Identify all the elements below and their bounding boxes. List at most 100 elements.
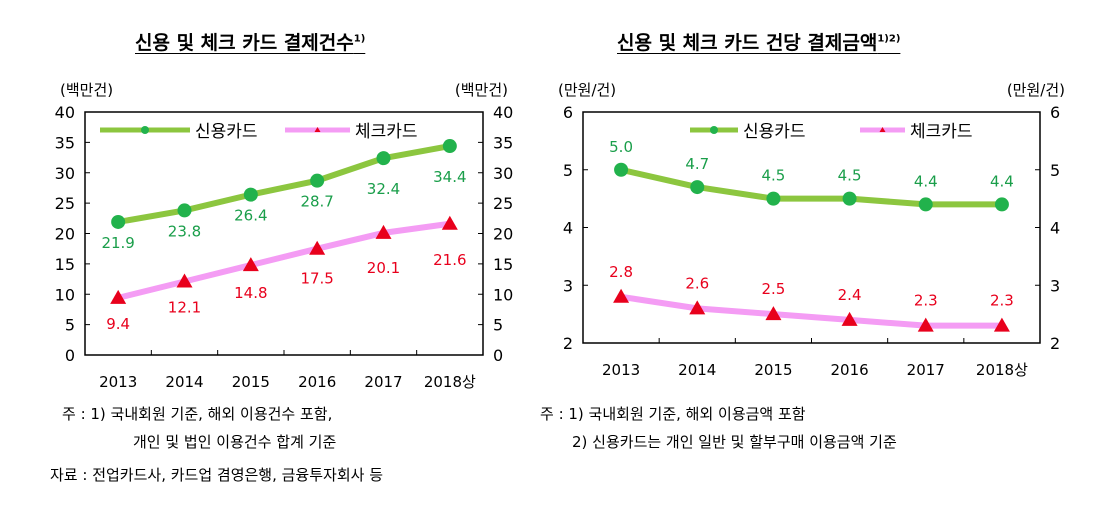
data-label: 26.4	[234, 207, 267, 225]
y-tick-label-right: 6	[1050, 103, 1060, 122]
data-point-triangle	[176, 273, 193, 288]
data-point-circle	[690, 180, 705, 195]
data-point-circle	[310, 173, 325, 188]
data-point-triangle	[375, 224, 392, 239]
data-label: 2.3	[990, 292, 1014, 310]
plot-area	[582, 111, 1041, 344]
data-label: 4.4	[990, 172, 1014, 190]
note-left-2: 개인 및 법인 이용건수 합계 기준	[133, 433, 337, 451]
source-left: 자료 : 전업카드사, 카드업 겸영은행, 금융투자회사 등	[50, 466, 384, 484]
data-label: 34.4	[433, 168, 466, 186]
data-point-circle	[111, 214, 126, 229]
y-tick-label-right: 10	[493, 285, 513, 304]
chart-title-left: 신용 및 체크 카드 결제건수1)	[135, 32, 366, 54]
x-tick-label: 2016	[298, 373, 336, 391]
y-tick-label-left: 20	[55, 225, 75, 244]
y-tick-label-left: 0	[65, 346, 75, 365]
legend-marker-circle	[710, 126, 718, 134]
y-tick-label-right: 3	[1050, 276, 1060, 295]
y-tick-label-left: 30	[55, 164, 75, 183]
x-tick-label: 2013	[602, 361, 640, 379]
data-label: 2.5	[761, 280, 785, 298]
x-tick-label: 2017	[364, 373, 402, 391]
y-tick-label-left: 3	[563, 276, 573, 295]
data-label: 32.4	[367, 180, 400, 198]
data-point-triangle	[689, 300, 706, 315]
y-tick-label-left: 25	[55, 194, 75, 213]
chart-title-right: 신용 및 체크 카드 건당 결제금액1)2)	[617, 32, 901, 54]
data-point-circle	[994, 197, 1009, 212]
y-tick-label-right: 2	[1050, 334, 1060, 353]
note-right-2: 2) 신용카드는 개인 일반 및 할부구매 이용금액 기준	[572, 433, 897, 451]
y-tick-label-left: 35	[55, 133, 75, 152]
series-line-credit	[620, 166, 1002, 208]
data-label: 21.9	[101, 234, 134, 252]
y-axis-unit-left: (만원/건)	[558, 81, 616, 99]
data-label: 2.8	[609, 263, 633, 281]
y-tick-label-left: 5	[65, 316, 75, 335]
note-left-1: 주 : 1) 국내회원 기준, 해외 이용건수 포함,	[62, 405, 333, 423]
x-tick-label: 2017	[907, 361, 945, 379]
x-tick-label: 2014	[165, 373, 203, 391]
data-point-circle	[177, 203, 192, 218]
x-tick-label: 2018상	[424, 373, 476, 391]
data-point-triangle	[841, 311, 858, 326]
note-right-1: 주 : 1) 국내회원 기준, 해외 이용금액 포함	[540, 405, 806, 423]
data-label: 4.4	[914, 172, 938, 190]
y-tick-label-left: 4	[563, 219, 573, 238]
legend-label: 신용카드	[195, 122, 258, 142]
y-axis-unit-right: (만원/건)	[1007, 81, 1065, 99]
y-tick-label-right: 0	[493, 346, 503, 365]
y-tick-label-left: 10	[55, 285, 75, 304]
data-label: 2.4	[838, 286, 862, 304]
data-label: 20.1	[367, 259, 400, 277]
data-label: 2.6	[685, 274, 709, 292]
data-point-circle	[842, 191, 857, 206]
data-label: 4.5	[838, 167, 862, 185]
data-point-circle	[376, 151, 391, 166]
data-point-circle	[766, 191, 781, 206]
legend-marker-triangle	[879, 127, 886, 132]
data-label: 21.6	[433, 251, 466, 269]
data-point-triangle	[110, 289, 127, 304]
legend-marker-circle	[141, 126, 149, 134]
y-tick-label-right: 20	[493, 225, 513, 244]
x-tick-label: 2015	[232, 373, 270, 391]
data-label: 2.3	[914, 292, 938, 310]
data-point-triangle	[993, 317, 1010, 332]
data-label: 28.7	[300, 193, 333, 211]
data-label: 17.5	[300, 270, 333, 288]
legend-label: 체크카드	[910, 122, 973, 142]
y-tick-label-left: 5	[563, 161, 573, 180]
data-label: 4.5	[761, 167, 785, 185]
data-point-triangle	[917, 317, 934, 332]
y-tick-label-right: 35	[493, 133, 513, 152]
legend-label: 체크카드	[355, 122, 418, 142]
data-label: 14.8	[234, 284, 267, 302]
x-tick-label: 2015	[754, 361, 792, 379]
series-line-credit	[117, 143, 451, 225]
y-tick-label-right: 30	[493, 164, 513, 183]
y-tick-label-left: 15	[55, 255, 75, 274]
series-line-check	[620, 293, 1002, 329]
legend-marker-triangle	[314, 127, 321, 132]
data-point-triangle	[309, 240, 326, 255]
data-point-triangle	[613, 288, 630, 303]
y-tick-label-right: 40	[493, 103, 513, 122]
y-tick-label-right: 5	[493, 316, 503, 335]
y-axis-unit-left: (백만건)	[60, 81, 113, 99]
x-tick-label: 2013	[99, 373, 137, 391]
data-point-circle	[918, 197, 933, 212]
x-tick-label: 2018상	[976, 361, 1028, 379]
x-tick-label: 2014	[678, 361, 716, 379]
y-tick-label-right: 5	[1050, 161, 1060, 180]
data-point-triangle	[765, 306, 782, 321]
y-tick-label-right: 15	[493, 255, 513, 274]
data-point-circle	[614, 162, 629, 177]
data-point-triangle	[242, 257, 259, 272]
legend-label: 신용카드	[743, 122, 806, 142]
data-label: 5.0	[609, 138, 633, 156]
data-point-circle	[442, 139, 457, 154]
